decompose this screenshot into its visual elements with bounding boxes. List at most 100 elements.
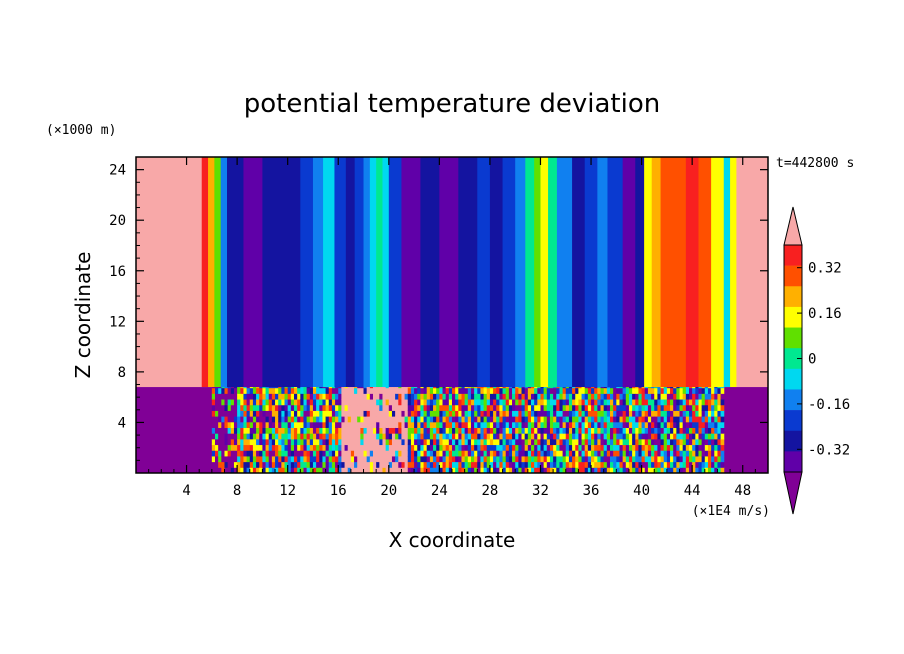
lower-cell [679,387,684,394]
lower-cell [366,404,371,411]
lower-cell [344,461,349,468]
lower-cell [610,433,614,440]
lower-cell [420,444,425,451]
colorbar-label: 0.32 [808,261,842,277]
lower-cell [508,387,513,394]
x-tick-label: 40 [633,483,650,499]
lower-cell [493,455,497,463]
lower-cell [230,444,235,451]
lower-cell [603,461,608,468]
lower-cell [262,444,267,451]
lower-cell [679,450,684,457]
lower-cell [448,421,453,428]
lower-cell [271,433,276,440]
lower-cell [376,455,380,463]
lower-cell [546,450,551,457]
lower-cell [287,450,292,457]
lower-cell [616,438,620,446]
lower-cell [660,427,665,434]
lower-cell [543,467,548,473]
lower-cell [521,444,526,451]
lower-cell [407,393,412,400]
lower-cell [549,455,554,463]
lower-cell [632,455,636,463]
lower-cell [215,387,219,394]
lower-cell [676,455,681,463]
lower-cell [246,387,251,394]
lower-cell [572,444,576,451]
lower-cell [613,455,617,463]
lower-cell [401,393,406,400]
lower-cell [312,416,317,423]
lower-cell [537,410,541,417]
lower-cell [717,387,722,394]
lower-cell [666,387,671,394]
lower-cell [445,438,450,446]
lower-cell [259,467,263,473]
lower-cell [322,438,327,446]
lower-cell [613,444,617,451]
lower-cell [246,410,251,417]
lower-cell [347,438,352,446]
lower-cell [461,467,466,473]
lower-cell [388,410,393,417]
lower-cell [211,438,216,446]
lower-cell [246,455,251,463]
lower-cell [287,393,292,400]
lower-cell [429,387,434,394]
lower-cell [632,421,636,428]
lower-cell [335,433,339,440]
lower-cell [294,467,298,473]
lower-cell [262,404,267,411]
lower-cell [218,410,222,417]
lower-cell [252,461,257,468]
lower-cell [391,416,396,423]
upper-column [515,157,526,388]
lower-cell [572,421,576,428]
lower-cell [470,404,475,411]
lower-cell [382,461,387,468]
lower-cell [322,399,327,406]
lower-cell [556,416,560,423]
lower-cell [467,404,472,411]
lower-cell [486,450,491,457]
lower-cell [271,421,276,428]
lower-cell [483,433,488,440]
lower-cell [720,416,725,423]
lower-cell [464,404,469,411]
lower-cell [625,450,630,457]
lower-cell [281,387,286,389]
lower-cell [556,433,560,440]
lower-cell [562,404,567,411]
lower-cell [385,467,390,473]
lower-cell [218,433,222,440]
lower-cell [325,393,330,400]
lower-cell [616,421,620,428]
lower-cell [518,444,523,451]
lower-cell [278,444,282,451]
lower-cell [410,399,415,406]
lower-cell [470,444,475,451]
lower-cell [701,410,706,417]
lower-cell [218,387,222,394]
lower-cell [600,387,605,389]
lower-cell [701,427,706,434]
lower-cell [717,421,722,428]
lower-cell [237,438,241,446]
lower-cell [230,416,235,423]
lower-cell [414,467,418,473]
lower-cell [458,416,462,423]
lower-cell [436,399,440,406]
lower-cell [619,461,624,468]
lower-cell [524,461,529,468]
lower-cell [467,387,472,389]
lower-cell [701,450,706,457]
lower-cell [278,438,282,446]
lower-cell [262,421,267,428]
lower-cell [294,438,298,446]
lower-cell [647,433,652,440]
lower-cell [376,416,380,423]
lower-cell [679,404,684,411]
lower-cell [489,416,494,423]
lower-cell [581,416,586,423]
